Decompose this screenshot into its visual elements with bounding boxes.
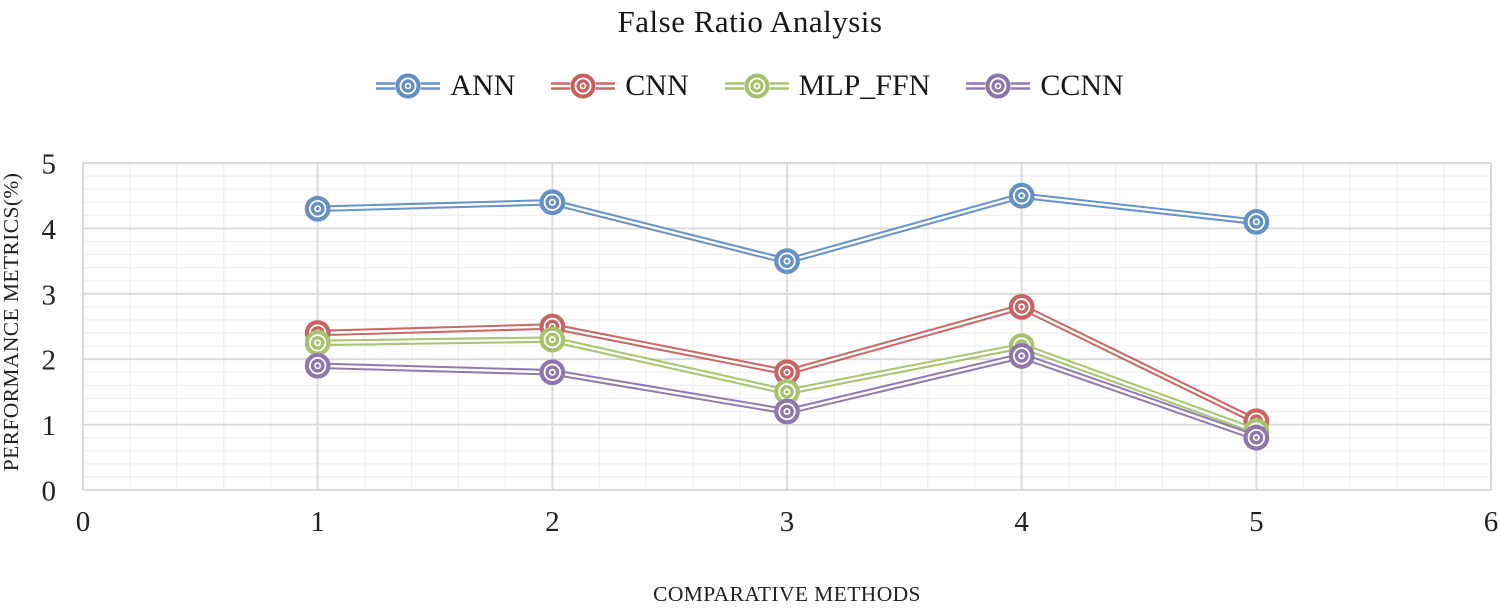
y-axis-title: PERFORMANCE METRICS(%) xyxy=(0,173,23,471)
x-tick-label: 1 xyxy=(310,506,325,538)
legend-marker-icon xyxy=(376,73,441,99)
data-point-marker xyxy=(1008,182,1035,209)
data-point-marker xyxy=(1243,208,1270,235)
legend-marker-icon xyxy=(966,73,1031,99)
series-ccnn xyxy=(304,343,1270,451)
data-point-marker xyxy=(1243,424,1270,451)
data-point-marker xyxy=(539,326,566,353)
y-tick-label: 5 xyxy=(42,149,57,181)
legend-item-cnn: CNN xyxy=(551,69,689,103)
y-tick-label: 3 xyxy=(42,279,57,311)
data-point-marker xyxy=(304,329,331,356)
legend-label: ANN xyxy=(450,69,516,102)
legend-marker-icon xyxy=(724,73,789,99)
y-tick-label: 0 xyxy=(42,476,57,508)
gridlines-major xyxy=(82,162,1492,491)
data-point-marker xyxy=(1008,343,1035,369)
x-tick-label: 3 xyxy=(780,506,795,538)
x-tick-label: 5 xyxy=(1249,506,1264,538)
y-tick-label: 1 xyxy=(42,410,57,442)
legend-label: CCNN xyxy=(1040,69,1124,102)
data-point-marker xyxy=(304,195,331,222)
data-point-marker xyxy=(304,352,331,379)
chart-title: False Ratio Analysis xyxy=(617,4,883,39)
data-point-marker xyxy=(1008,293,1035,320)
series-ann xyxy=(304,182,1270,275)
x-tick-label: 2 xyxy=(545,506,560,538)
data-point-marker xyxy=(539,189,566,216)
y-tick-label: 4 xyxy=(42,214,57,246)
data-point-marker xyxy=(774,248,800,275)
x-tick-label: 4 xyxy=(1014,506,1029,538)
x-tick-label: 6 xyxy=(1484,506,1499,538)
series-layer xyxy=(304,182,1270,451)
x-axis-title: COMPARATIVE METHODS xyxy=(653,582,921,606)
data-point-marker xyxy=(774,398,800,425)
legend-label: CNN xyxy=(625,69,689,102)
y-tick-label: 2 xyxy=(42,345,57,377)
x-tick-label: 0 xyxy=(76,506,91,538)
axis-tick-labels: 0 1 2 3 4 5 6 0 1 2 3 4 5 xyxy=(42,149,1499,539)
plot-area-border xyxy=(82,162,1492,491)
legend-item-mlp_ffn: MLP_FFN xyxy=(724,69,931,103)
legend-label: MLP_FFN xyxy=(798,69,931,102)
legend-marker-icon xyxy=(551,73,616,99)
legend-item-ccnn: CCNN xyxy=(966,69,1124,103)
chart-legend: ANN CNN MLP_FFN CCNN xyxy=(0,66,1500,106)
data-point-marker xyxy=(539,359,566,386)
legend-item-ann: ANN xyxy=(376,69,515,103)
